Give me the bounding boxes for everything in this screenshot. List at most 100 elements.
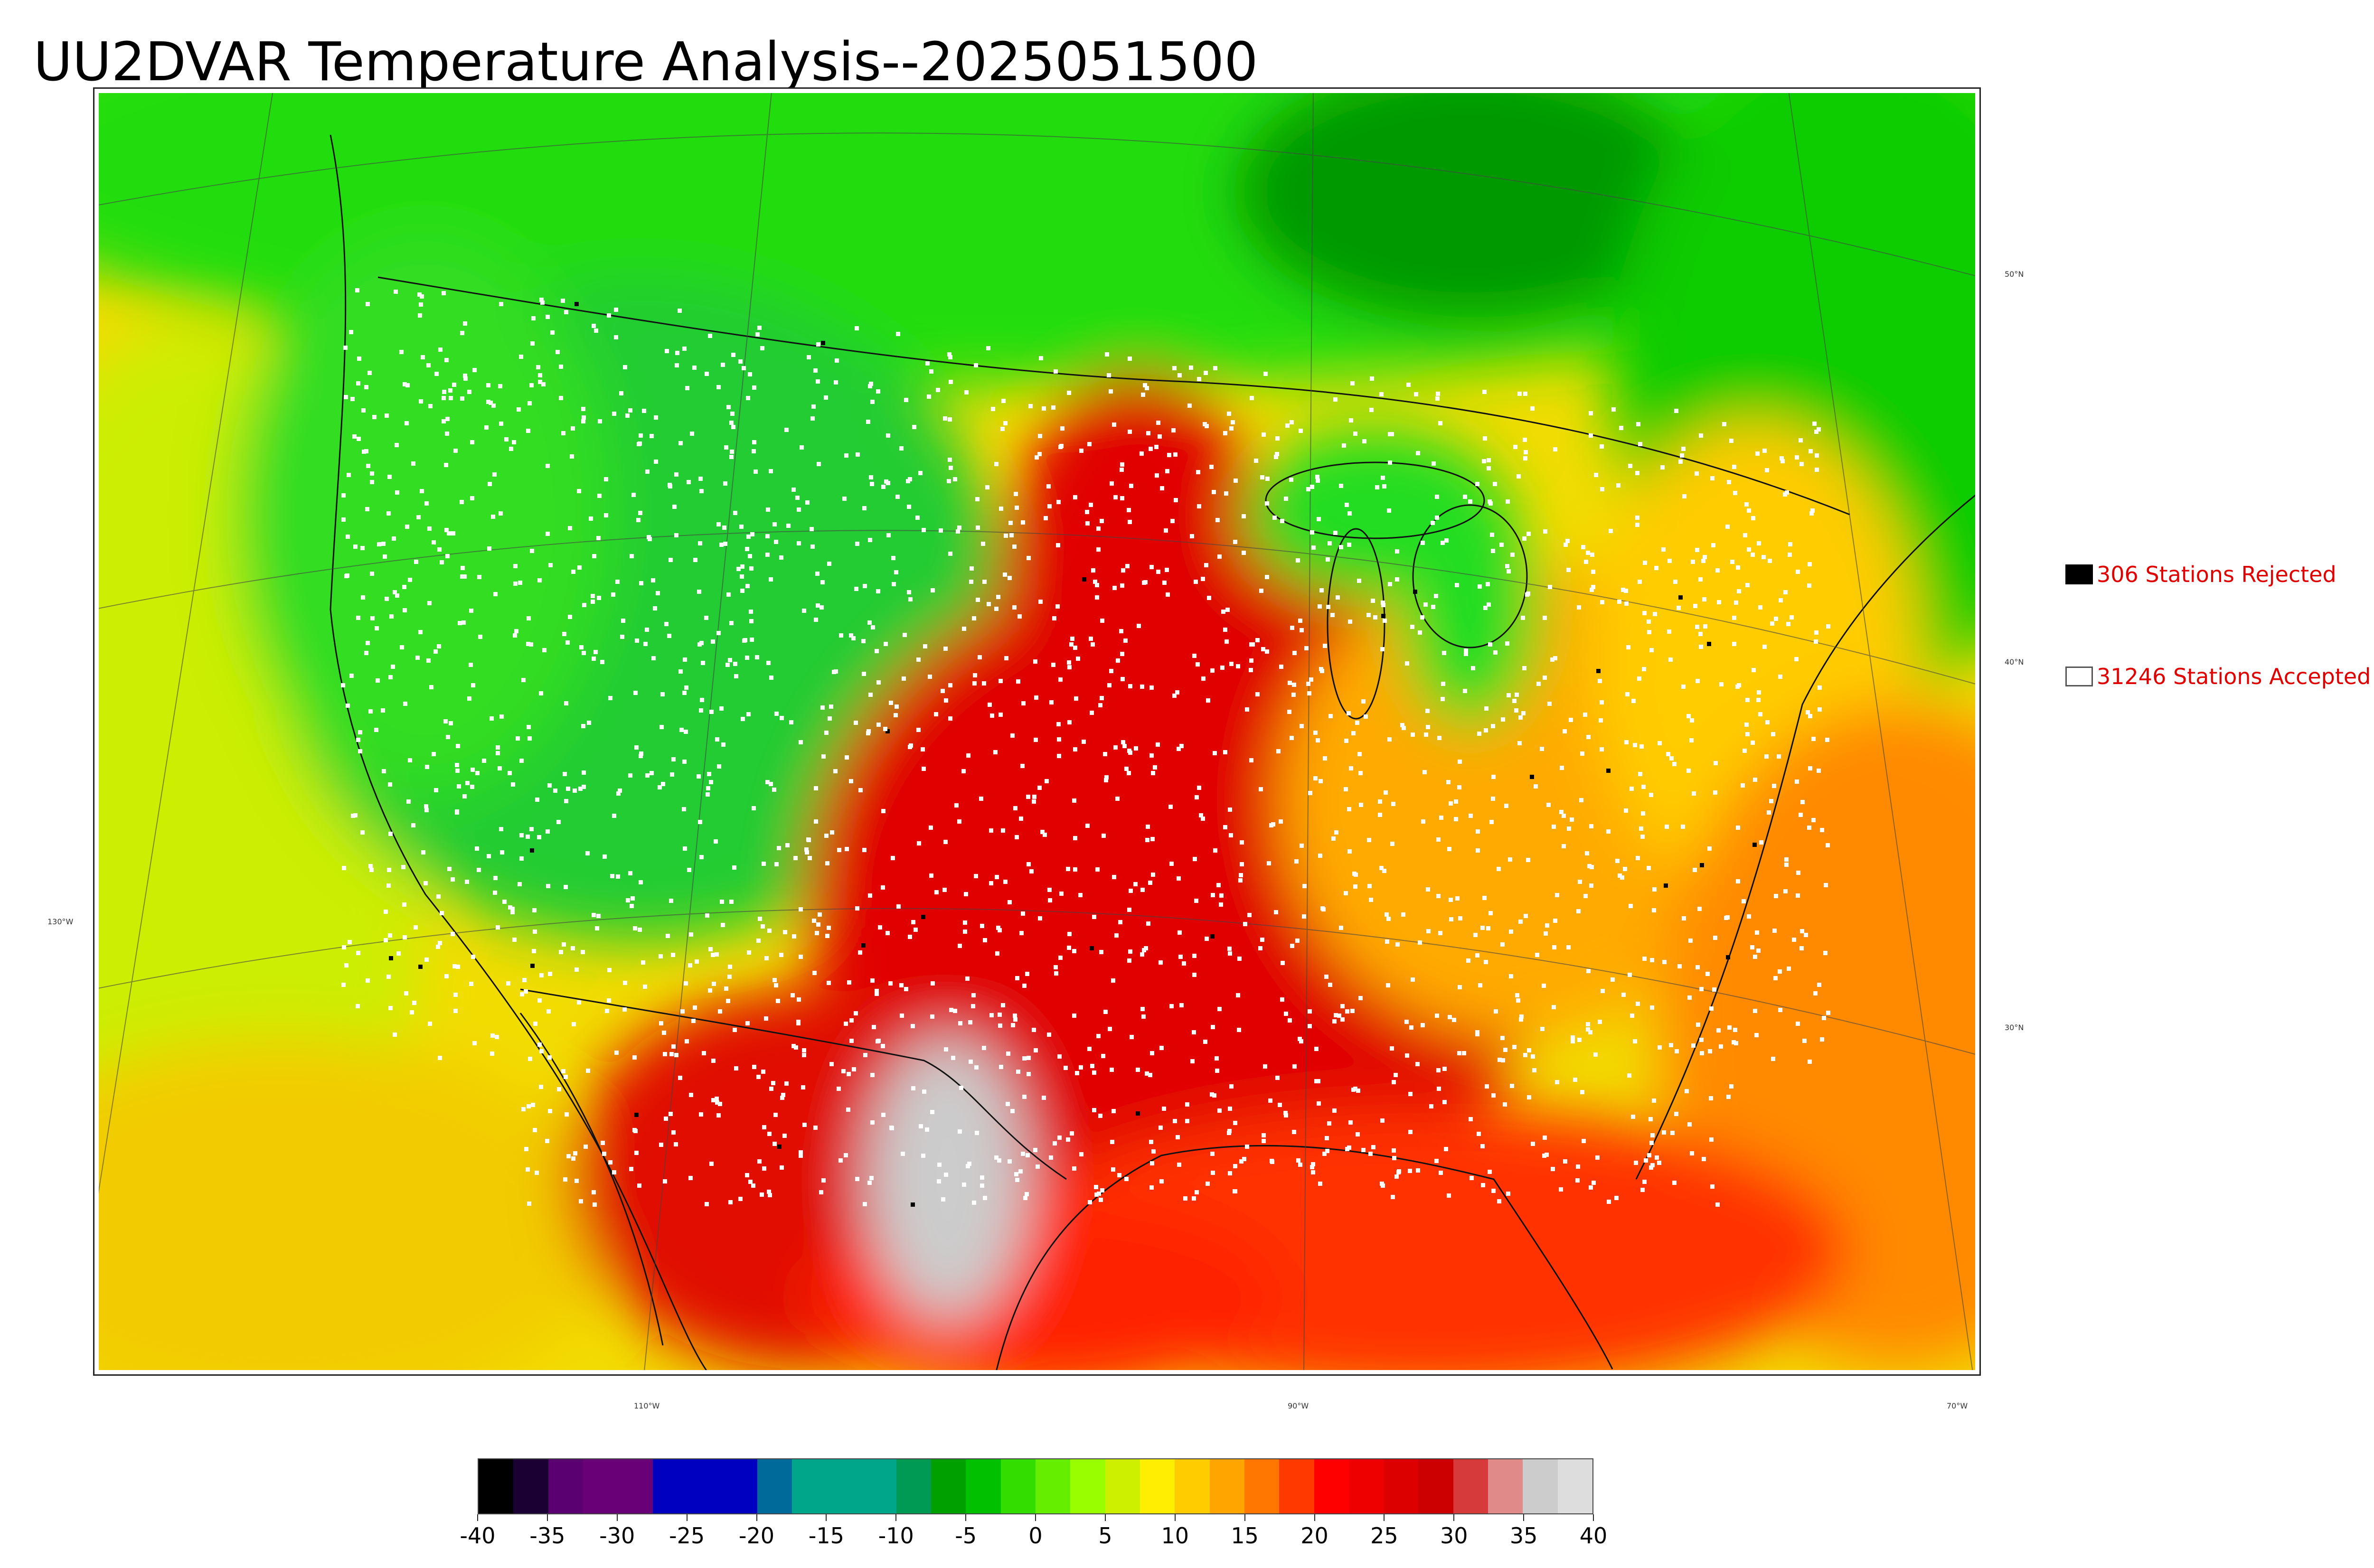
station-dot: [699, 1112, 703, 1117]
station-dot: [512, 938, 517, 942]
station-dot: [399, 350, 404, 354]
station-dot: [870, 978, 875, 983]
station-dot: [1299, 429, 1303, 433]
station-dot: [504, 437, 509, 441]
station-dot: [350, 397, 355, 401]
station-dot: [1193, 857, 1197, 861]
station-dot: [581, 407, 585, 411]
station-dot: [1562, 844, 1566, 848]
station-dot: [687, 480, 691, 484]
station-dot: [1719, 1044, 1723, 1049]
station-dot: [1508, 857, 1512, 862]
station-dot: [489, 401, 493, 405]
station-dot: [1486, 582, 1490, 586]
station-dot: [1699, 645, 1703, 649]
station-dot: [1292, 651, 1297, 655]
station-dot: [1817, 427, 1821, 432]
station-dot: [1652, 887, 1657, 892]
station-dot: [341, 517, 346, 522]
station-dot: [1457, 785, 1461, 789]
station-dot: [1229, 1084, 1234, 1089]
station-dot: [854, 721, 858, 725]
station-dot: [944, 1173, 948, 1177]
station-dot: [656, 591, 660, 595]
station-dot: [1571, 1035, 1575, 1040]
station-dot: [802, 609, 806, 613]
station-dot: [1418, 630, 1422, 635]
colorbar-segment: [757, 1459, 792, 1513]
station-dot: [1710, 476, 1715, 480]
station-dot: [1149, 1185, 1154, 1190]
station-dot: [1447, 1193, 1451, 1198]
station-dot: [987, 602, 991, 606]
station-dot: [883, 727, 887, 731]
colorbar-segment: [1418, 1459, 1453, 1513]
station-dot: [954, 803, 959, 807]
station-dot: [573, 1151, 577, 1155]
station-dot: [746, 396, 750, 400]
station-dot: [514, 629, 518, 633]
station-dot: [1223, 825, 1227, 829]
station-dot: [757, 326, 762, 330]
station-dot: [1505, 641, 1509, 646]
station-dot: [1595, 1155, 1600, 1160]
station-dot: [1416, 1168, 1420, 1173]
station-dot: [1236, 664, 1240, 668]
station-dot: [1426, 929, 1431, 933]
station-dot: [728, 658, 732, 662]
station-dot: [1141, 1014, 1146, 1019]
station-dot: [1475, 482, 1479, 486]
station-dot: [420, 294, 424, 299]
colorbar-tick-label: -30: [599, 1523, 635, 1549]
station-dot: [721, 742, 725, 747]
station-dot: [769, 1087, 773, 1091]
station-dot: [1362, 439, 1366, 443]
station-dot: [1535, 953, 1539, 957]
station-dot: [381, 708, 385, 713]
station-dot: [701, 661, 705, 665]
station-dot: [376, 678, 380, 683]
station-dot: [1227, 412, 1231, 416]
station-dot: [922, 767, 926, 771]
station-dot: [793, 856, 798, 860]
station-dot: [1375, 485, 1379, 489]
station-dot: [1112, 586, 1117, 590]
station-dot: [1151, 873, 1155, 877]
station-dot: [1559, 810, 1564, 814]
station-dot: [1381, 1183, 1385, 1188]
station-dot: [769, 577, 773, 582]
station-dot: [571, 946, 575, 950]
temperature-map: [99, 93, 1975, 1370]
station-dot: [1145, 386, 1149, 390]
station-dot: [1328, 983, 1332, 987]
station-dot: [1426, 725, 1430, 729]
station-dot: [674, 533, 678, 537]
station-dot: [698, 541, 702, 545]
station-dot: [1638, 580, 1642, 584]
station-dot: [1298, 619, 1302, 623]
station-dot: [1036, 1164, 1040, 1169]
station-dot: [1324, 975, 1328, 979]
station-dot: [838, 1158, 843, 1163]
station-dot: [405, 525, 409, 529]
station-dot: [1127, 908, 1131, 912]
station-dot: [1578, 880, 1582, 884]
colorbar-tick: [826, 1514, 827, 1521]
station-dot: [1233, 1189, 1237, 1193]
station-dot: [976, 526, 980, 530]
station-dot: [524, 989, 528, 994]
station-dot: [462, 620, 466, 625]
station-dot: [669, 558, 673, 562]
colorbar-tick: [1104, 1514, 1106, 1521]
station-dot: [659, 954, 663, 958]
station-dot: [1146, 431, 1150, 435]
station-dot: [1792, 938, 1796, 942]
station-dot: [1069, 642, 1074, 647]
station-dot: [1047, 504, 1052, 508]
station-dot: [1485, 1084, 1489, 1089]
station-dot: [370, 572, 374, 576]
station-dot: [1109, 389, 1113, 394]
station-dot: [1756, 948, 1761, 953]
station-dot: [1378, 799, 1382, 804]
station-dot: [1046, 484, 1051, 488]
